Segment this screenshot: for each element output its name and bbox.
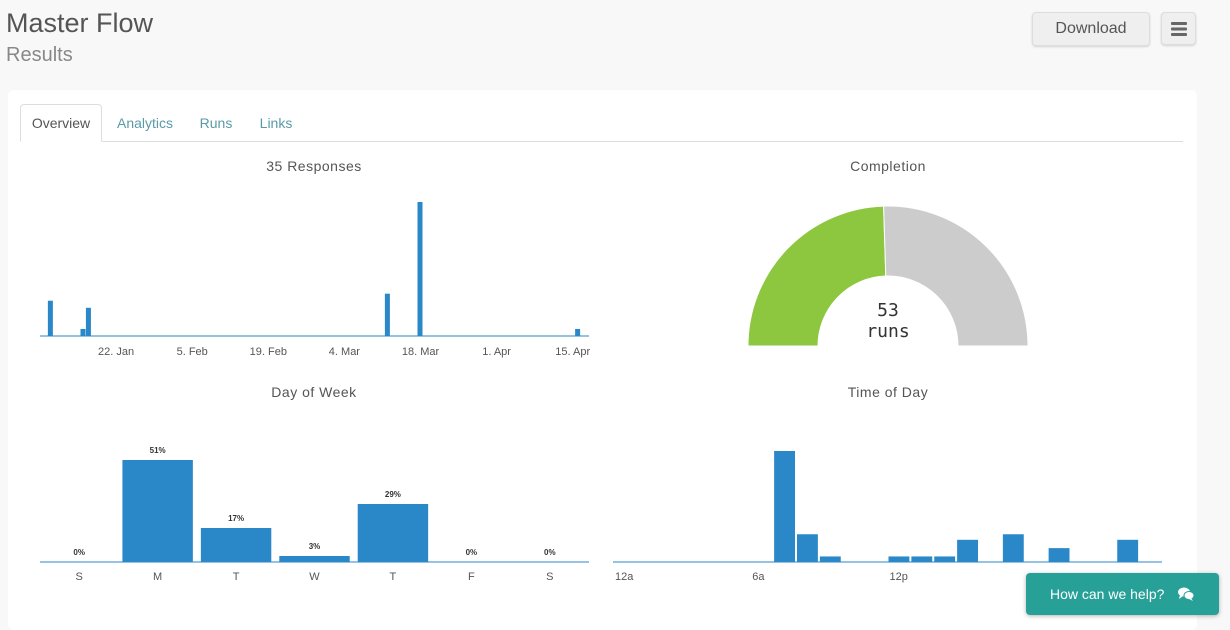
- responses-tick-label: 1. Apr: [482, 346, 511, 358]
- help-button[interactable]: How can we help?: [1026, 573, 1219, 615]
- day-of-week-value-label: 29%: [385, 490, 401, 499]
- completion-center-label: runs: [866, 321, 909, 342]
- time-of-day-chart-title: Time of Day: [847, 384, 929, 400]
- completion-center-value: 53: [877, 300, 899, 321]
- day-of-week-bar: [122, 460, 193, 562]
- tab-analytics[interactable]: Analytics: [116, 115, 174, 131]
- day-of-week-bar: [200, 528, 272, 562]
- time-of-day-bar: [1048, 548, 1070, 562]
- time-of-day-bar: [819, 556, 841, 562]
- responses-bar: [85, 307, 91, 336]
- tabs-divider: [20, 141, 1183, 142]
- day-of-week-value-label: 0%: [544, 548, 556, 557]
- responses-tick-label: 15. Apr: [555, 346, 590, 358]
- page-subtitle: Results: [6, 44, 73, 66]
- download-button[interactable]: Download: [1032, 12, 1150, 46]
- day-of-week-value-label: 17%: [228, 514, 244, 523]
- responses-bar: [417, 202, 423, 336]
- menu-button[interactable]: [1161, 12, 1196, 45]
- completion-slice: [883, 205, 1029, 347]
- tab-runs[interactable]: Runs: [199, 115, 233, 131]
- time-of-day-bar: [797, 534, 818, 562]
- time-of-day-bar: [1002, 534, 1024, 562]
- responses-bar: [384, 293, 390, 336]
- tab-overview[interactable]: Overview: [20, 104, 102, 142]
- day-of-week-chart-title: Day of Week: [271, 384, 357, 400]
- time-of-day-bar: [957, 539, 978, 562]
- page-title: Master Flow: [6, 8, 154, 38]
- time-of-day-bar: [774, 451, 795, 562]
- day-of-week-value-label: 51%: [150, 446, 166, 455]
- day-of-week-bar: [279, 556, 350, 562]
- completion-slice: [747, 205, 887, 347]
- time-of-day-tick-label: 12p: [890, 571, 908, 583]
- time-of-day-bar: [888, 556, 910, 562]
- chat-bubbles-icon: [1178, 587, 1195, 601]
- responses-bar: [80, 328, 86, 336]
- day-of-week-tick-label: F: [468, 571, 475, 583]
- day-of-week-tick-label: S: [546, 571, 553, 583]
- day-of-week-tick-label: M: [153, 571, 162, 583]
- day-of-week-tick-label: S: [76, 571, 83, 583]
- help-label: How can we help?: [1050, 586, 1165, 602]
- day-of-week-value-label: 0%: [466, 548, 478, 557]
- responses-tick-label: 5. Feb: [177, 346, 208, 358]
- hamburger-icon: [1170, 21, 1187, 36]
- time-of-day-tick-label: 12a: [615, 571, 634, 583]
- time-of-day-bar: [911, 556, 933, 562]
- tab-links[interactable]: Links: [259, 115, 293, 131]
- responses-tick-label: 4. Mar: [329, 346, 361, 358]
- time-of-day-bar: [934, 556, 956, 562]
- completion-chart-title: Completion: [850, 158, 926, 174]
- day-of-week-tick-label: W: [309, 571, 320, 583]
- responses-chart-title: 35 Responses: [266, 158, 362, 174]
- responses-bar: [575, 328, 581, 336]
- responses-tick-label: 19. Feb: [250, 346, 287, 358]
- day-of-week-value-label: 3%: [309, 542, 321, 551]
- responses-tick-label: 18. Mar: [402, 346, 440, 358]
- day-of-week-bar: [357, 504, 429, 562]
- day-of-week-value-label: 0%: [73, 548, 85, 557]
- responses-bar: [47, 300, 53, 336]
- time-of-day-bar: [1117, 539, 1139, 562]
- responses-tick-label: 22. Jan: [98, 346, 134, 358]
- time-of-day-tick-label: 6a: [752, 571, 765, 583]
- day-of-week-tick-label: T: [390, 571, 397, 583]
- day-of-week-tick-label: T: [233, 571, 240, 583]
